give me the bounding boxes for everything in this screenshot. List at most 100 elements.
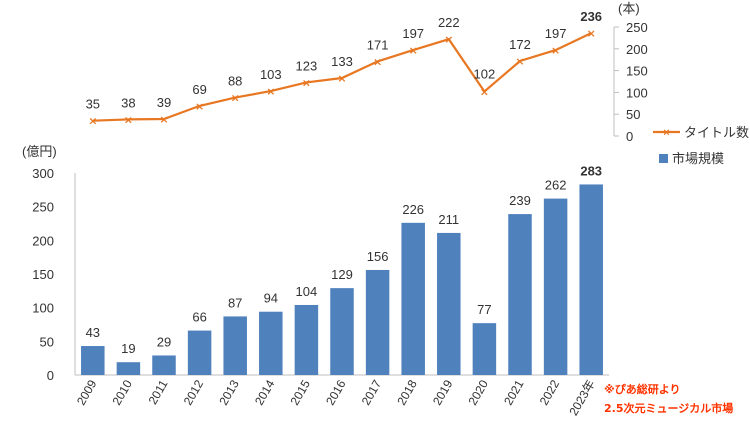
line-legend: × タイトル数: [653, 125, 749, 140]
x-tick-label: 2018: [394, 377, 420, 407]
market-size-value-label: 43: [86, 325, 100, 340]
line-y-tick-label: 0: [626, 129, 633, 144]
x-tick-label: 2020: [466, 377, 492, 407]
market-size-bar: [437, 232, 461, 375]
x-tick-label: 2013: [216, 377, 242, 407]
title-count-point: ×: [587, 27, 596, 40]
x-tick-label: 2015: [288, 377, 314, 407]
title-count-value-label: 172: [509, 37, 531, 52]
x-tick-label: 2023年: [566, 378, 597, 419]
bar-y-tick-label: 200: [32, 233, 54, 248]
x-tick-label: 2016: [323, 377, 349, 407]
x-tick-label: 2017: [359, 377, 385, 407]
bar-legend-swatch: [659, 154, 668, 163]
market-size-value-label: 211: [438, 212, 459, 227]
title-count-point: ×: [515, 55, 524, 68]
title-count-value-label: 39: [157, 95, 171, 110]
market-size-value-label: 129: [331, 267, 353, 282]
market-size-bar: [508, 214, 532, 375]
market-size-bar: [223, 316, 247, 375]
market-size-bars: [81, 184, 603, 375]
market-size-value-label: 94: [264, 291, 278, 306]
market-size-bar: [472, 323, 497, 375]
x-tick-label: 2021: [501, 377, 527, 407]
market-size-value-label: 226: [402, 202, 424, 217]
x-tick-label: 2012: [181, 377, 207, 407]
market-size-bar: [401, 222, 425, 375]
title-count-value-label: 123: [296, 58, 318, 73]
bar-y-tick-label: 250: [32, 200, 54, 215]
line-legend-marker-icon: ×: [663, 127, 669, 139]
x-axis-tick-labels: 2009 2010 2011 2012 2013 2014 2015 2016 2017 2018…: [74, 377, 598, 418]
market-size-data-labels: 43 19 29 66 87 94 104 129 156 226 211 77 239 262 283: [86, 163, 602, 356]
bar-legend: 市場規模: [659, 151, 724, 166]
line-y-tick-label: 200: [626, 42, 648, 57]
market-size-value-label: 104: [296, 284, 318, 299]
title-count-value-label: 197: [402, 26, 424, 41]
title-count-value-label: 102: [474, 67, 496, 82]
title-count-point: ×: [551, 44, 560, 57]
market-size-bar: [259, 311, 283, 375]
market-size-value-label: 19: [121, 341, 135, 356]
title-count-value-label: 69: [192, 82, 206, 97]
source-note: ※ぴあ総研より 2.5次元ミュージカル市場: [604, 382, 733, 415]
title-count-value-label: 222: [438, 15, 460, 30]
market-size-bar-chart: (億円) 0 50 100 150 200 250 300 43 19 29 66 87 94 104 1…: [22, 144, 724, 418]
title-count-value-label: 103: [260, 67, 282, 82]
market-size-bar: [543, 198, 568, 375]
title-count-point: ×: [266, 85, 275, 98]
market-size-bar: [294, 304, 319, 375]
bar-chart-unit-label: (億円): [22, 144, 57, 159]
market-size-value-label: 87: [228, 295, 242, 310]
market-size-value-label: 66: [192, 310, 206, 325]
market-size-bar: [116, 362, 141, 375]
market-size-value-label: 156: [367, 249, 389, 264]
title-count-point: ×: [124, 113, 133, 126]
market-size-bar: [81, 346, 105, 375]
title-count-value-label: 133: [331, 54, 353, 69]
title-count-point: ×: [159, 113, 168, 126]
title-count-point: ×: [337, 72, 346, 85]
title-count-value-label: 171: [367, 37, 389, 52]
title-count-point: ×: [302, 76, 311, 89]
title-count-point: ×: [88, 115, 97, 128]
line-chart-unit-label: (本): [618, 1, 640, 16]
title-count-point: ×: [231, 92, 240, 105]
market-size-bar: [152, 355, 176, 375]
title-count-point: ×: [195, 100, 204, 113]
bar-y-tick-label: 100: [32, 301, 54, 316]
line-y-tick-label: 100: [626, 85, 648, 100]
title-count-data-labels: 35 38 39 69 88 103 123 133 171 197 222 102 172 197 236: [86, 9, 602, 112]
x-tick-label: 2011: [146, 377, 171, 407]
bar-y-tick-label: 50: [40, 334, 54, 349]
title-count-point: ×: [444, 33, 453, 46]
market-size-value-label: 239: [509, 193, 531, 208]
bar-y-tick-label: 0: [47, 368, 54, 383]
title-count-value-label: 35: [86, 97, 100, 112]
line-legend-label: タイトル数: [684, 125, 749, 140]
title-count-value-label: 88: [228, 74, 242, 89]
x-tick-label: 2014: [252, 377, 278, 407]
market-size-bar: [330, 288, 354, 375]
market-size-value-label: 283: [580, 163, 602, 178]
title-count-point: ×: [480, 86, 489, 99]
bar-chart-y-ticks: 0 50 100 150 200 250 300: [32, 166, 54, 383]
title-count-value-label: 197: [545, 26, 567, 41]
title-count-point: ×: [373, 55, 382, 68]
market-size-value-label: 262: [545, 178, 567, 193]
title-count-value-label: 38: [121, 95, 135, 110]
x-tick-label: 2022: [537, 377, 563, 407]
line-y-tick-label: 50: [626, 107, 640, 122]
market-size-bar: [187, 330, 212, 375]
bar-legend-label: 市場規模: [672, 151, 724, 166]
x-tick-label: 2010: [110, 377, 136, 407]
bar-y-tick-label: 300: [32, 166, 54, 181]
x-tick-label: 2019: [430, 377, 456, 407]
x-tick-label: 2009: [74, 377, 100, 407]
market-size-value-label: 77: [477, 302, 491, 317]
title-count-line-chart: 0 50 100 150 200 250 (本) × × × × × × × × × × × × × × × 35 38…: [86, 1, 749, 144]
title-count-points: × × × × × × × × × × × × × × ×: [88, 27, 596, 128]
line-y-tick-label: 250: [626, 20, 648, 35]
bar-y-tick-label: 150: [32, 267, 54, 282]
